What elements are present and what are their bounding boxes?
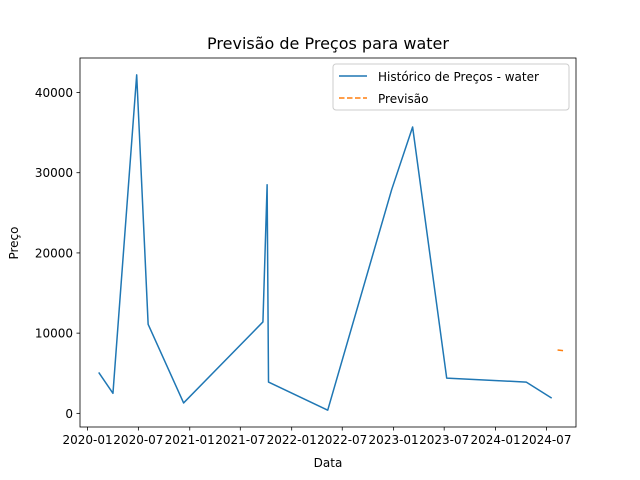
x-tick-label: 2021-01 (165, 433, 215, 447)
legend: Histórico de Preços - water Previsão (332, 63, 570, 111)
y-tick-label: 40000 (35, 86, 73, 100)
y-tick-label: 30000 (35, 166, 73, 180)
legend-box (332, 63, 570, 111)
chart-title: Previsão de Preços para water (207, 34, 449, 53)
legend-label-forecast: Previsão (378, 92, 428, 106)
plot-frame (79, 57, 577, 428)
x-tick-label: 2020-01 (62, 433, 112, 447)
series-line-history (98, 74, 553, 411)
x-tick-label: 2023-01 (369, 433, 419, 447)
y-tick-label: 20000 (35, 246, 73, 260)
series-line-forecast (557, 349, 565, 352)
legend-label-history: Histórico de Preços - water (378, 70, 539, 84)
x-tick-label: 2024-07 (521, 433, 571, 447)
y-tick-label: 10000 (35, 327, 73, 341)
x-tick-label: 2024-01 (470, 433, 520, 447)
y-axis-label: Preço (7, 226, 21, 259)
x-tick-label: 2020-07 (113, 433, 163, 447)
x-tick-label: 2022-07 (317, 433, 367, 447)
x-tick-label: 2021-07 (215, 433, 265, 447)
x-tick-label: 2023-07 (419, 433, 469, 447)
x-axis-label: Data (314, 456, 343, 470)
y-tick-label: 0 (65, 407, 73, 421)
x-tick-label: 2022-01 (267, 433, 317, 447)
